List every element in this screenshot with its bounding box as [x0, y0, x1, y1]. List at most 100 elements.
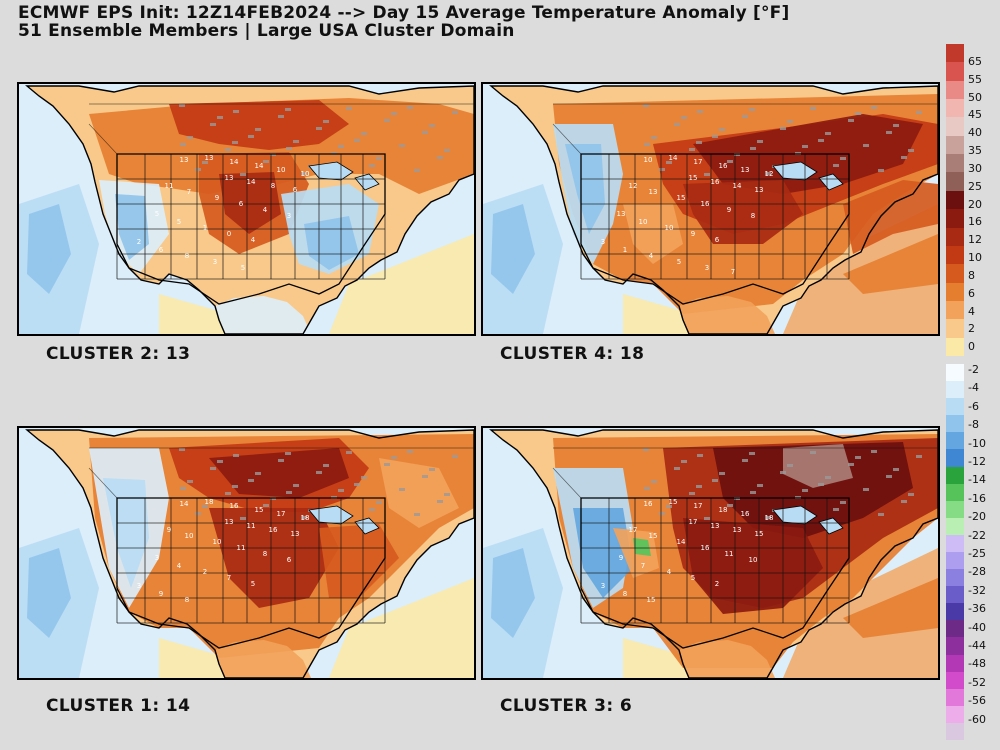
colorbar-tick-label: 0	[968, 340, 975, 354]
colorbar-swatch	[946, 245, 964, 265]
colorbar-tick-label: -8	[968, 418, 979, 432]
station-anomaly-value: 9	[691, 230, 695, 238]
colorbar-swatch	[946, 671, 964, 690]
station-anomaly-value: 18	[719, 506, 728, 514]
station-anomaly-value: 14	[255, 162, 264, 170]
station-anomaly-value: 0	[227, 230, 231, 238]
station-anomaly-value: 14	[180, 500, 189, 508]
station-anomaly-value: 15	[669, 498, 678, 506]
cluster-map-panel-1: 13 13 14 14 10 10 13 14 8 6 11 7 9 6 4 3 5 5 1 0 4 2 6 8 3 5	[17, 82, 476, 336]
station-anomaly-value: 5	[677, 258, 681, 266]
station-anomaly-value: 11	[165, 182, 174, 190]
colorbar-tick-label: 45	[968, 108, 982, 122]
cluster-map-panel-2: 10 14 17 16 13 12 15 16 14 13 12 13 15 16 9 8 13 10 10 9 6 3 1…	[481, 82, 940, 336]
station-anomaly-value: 16	[644, 500, 653, 508]
colorbar-tick-label: 2	[968, 322, 975, 336]
colorbar-swatch	[946, 99, 964, 118]
colorbar-swatch	[946, 449, 964, 468]
colorbar-swatch	[946, 500, 964, 519]
station-anomaly-value: 4	[177, 562, 182, 570]
station-anomaly-value: 10	[665, 224, 674, 232]
colorbar-tick-label: -32	[968, 583, 986, 597]
colorbar-swatch	[946, 209, 964, 229]
colorbar-swatch	[946, 337, 964, 357]
colorbar-swatch	[946, 62, 964, 82]
station-anomaly-value: 9	[727, 206, 731, 214]
colorbar-swatch	[946, 190, 964, 210]
station-anomaly-value: 9	[167, 526, 171, 534]
station-anomaly-value: 17	[629, 526, 638, 534]
station-anomaly-value: 2	[137, 238, 141, 246]
station-anomaly-value: 15	[647, 596, 656, 604]
station-anomaly-value: 14	[733, 182, 742, 190]
colorbar-tick-label: -60	[968, 712, 986, 726]
station-anomaly-value: 15	[689, 174, 698, 182]
station-anomaly-value: 7	[227, 574, 231, 582]
station-anomaly-value: 15	[755, 530, 764, 538]
colorbar-tick-label: -44	[968, 639, 986, 652]
station-anomaly-value: 3	[155, 554, 159, 562]
colorbar-tick-label: 20	[968, 197, 982, 211]
station-anomaly-value: 4	[263, 206, 268, 214]
station-anomaly-value: 10	[301, 170, 310, 178]
station-anomaly-value: 2	[715, 580, 719, 588]
colorbar-legend: 65 55 50 45 40 35 30 25 20 16 12 10 8 6 4 2 0 -2 -4 -6 -8 -10…	[946, 44, 1000, 741]
colorbar-tick-label: -12	[968, 455, 986, 468]
station-anomaly-value: 18	[205, 498, 214, 506]
station-anomaly-value: 12	[629, 182, 638, 190]
colorbar-tick-label: 50	[968, 90, 982, 104]
colorbar-swatch	[946, 381, 964, 399]
station-anomaly-value: 14	[669, 154, 678, 162]
station-anomaly-value: 16	[701, 544, 710, 552]
station-anomaly-value: 9	[619, 554, 623, 562]
colorbar-swatch	[946, 364, 964, 382]
colorbar-tick-label: -25	[968, 547, 986, 560]
station-anomaly-value: 5	[241, 264, 245, 272]
station-anomaly-value: 10	[277, 166, 286, 174]
colorbar-swatch	[946, 319, 964, 339]
station-anomaly-value: 2	[203, 568, 207, 576]
colorbar-swatch	[946, 688, 964, 707]
colorbar-swatch	[946, 135, 964, 155]
station-anomaly-value: 18	[301, 514, 310, 522]
station-anomaly-value: 1	[203, 224, 207, 232]
colorbar-tick-label: -10	[968, 436, 986, 450]
station-anomaly-value: 6	[159, 246, 164, 254]
colorbar-tick-label: -4	[968, 381, 979, 395]
colorbar-swatch	[946, 603, 964, 621]
colorbar-tick-label: -22	[968, 528, 986, 542]
title-line-2: 51 Ensemble Members | Large USA Cluster …	[18, 21, 515, 41]
station-anomaly-value: 3	[213, 258, 217, 266]
station-anomaly-value: 4	[649, 252, 654, 260]
station-anomaly-value: 17	[277, 510, 286, 518]
cluster-label-2: CLUSTER 4: 18	[500, 344, 645, 364]
station-anomaly-value: 16	[741, 510, 750, 518]
colorbar-swatch	[946, 483, 964, 502]
colorbar-swatch	[946, 264, 964, 284]
colorbar-tick-label: 65	[968, 55, 982, 68]
station-anomaly-value: 18	[765, 514, 774, 522]
station-anomaly-value: 11	[725, 550, 734, 558]
station-anomaly-value: 10	[639, 218, 648, 226]
cluster-map-panel-3: 14 18 16 15 17 18 13 11 16 13 9 10 10 11 8 6 3 4 2 7 5 3 9 8	[17, 426, 476, 680]
colorbar-tick-label: -52	[968, 675, 986, 689]
station-anomaly-value: 8	[185, 596, 189, 604]
colorbar-swatch	[946, 586, 964, 604]
station-anomaly-value: 14	[677, 538, 686, 546]
map-title: ECMWF EPS Init: 12Z14FEB2024 --> Day 15 …	[18, 4, 789, 40]
station-anomaly-value: 5	[691, 574, 695, 582]
station-anomaly-value: 16	[719, 162, 728, 170]
station-anomaly-value: 13	[225, 518, 234, 526]
station-anomaly-value: 16	[230, 502, 239, 510]
station-anomaly-value: 14	[230, 158, 239, 166]
station-anomaly-value: 15	[255, 506, 264, 514]
station-anomaly-value: 6	[715, 236, 720, 244]
colorbar-tick-label: -2	[968, 363, 979, 376]
station-anomaly-value: 11	[247, 522, 256, 530]
station-anomaly-value: 5	[251, 580, 255, 588]
station-anomaly-value: 13	[711, 522, 720, 530]
colorbar-tick-label: -16	[968, 491, 986, 505]
